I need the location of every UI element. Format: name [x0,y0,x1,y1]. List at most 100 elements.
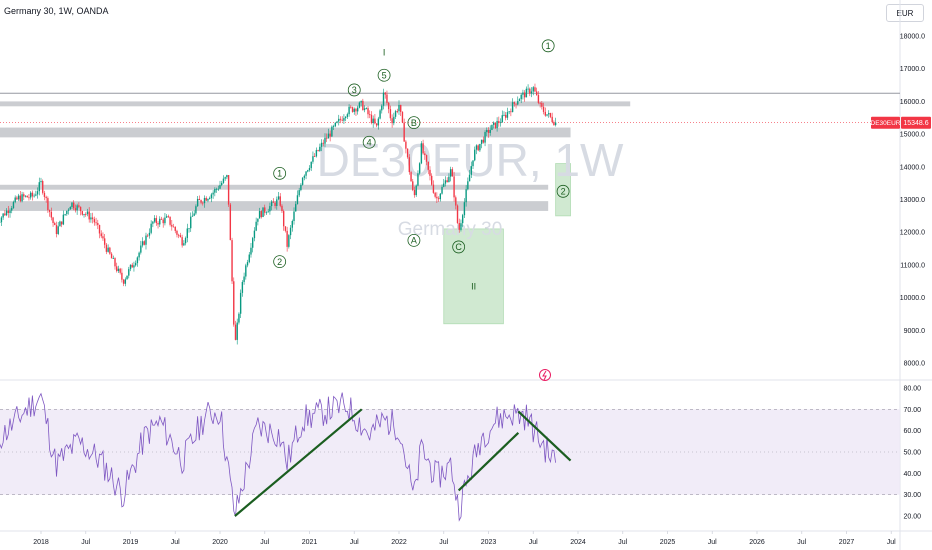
candle-body [434,192,436,197]
candle-body [78,205,80,207]
currency-selector[interactable]: EUR [886,4,924,22]
candle-body [529,88,531,94]
candle-body [26,195,28,198]
candle-body [141,241,144,246]
wave-label-circle [362,135,376,149]
candle-body [449,169,452,177]
candle-body [52,217,54,224]
candle-body [412,181,414,190]
wave-label-circle [273,166,287,180]
candle-body [327,133,330,139]
candle-body [520,94,522,100]
wave-label: II [471,281,476,291]
price-tick-label: 12000.0 [900,230,925,237]
candle-body [332,126,335,127]
candle-body [482,139,485,143]
candle-body [432,184,435,193]
candle-body [226,175,228,178]
candle-body [341,119,343,121]
candle-body [267,211,269,213]
candle-body [355,108,357,112]
candle-body [76,205,78,211]
wave-label: 4 [367,137,372,147]
candle-body [439,193,442,200]
candle-body [301,177,304,185]
candle-body [121,272,123,280]
chart-header: Germany 30, 1W, OANDA [4,6,109,16]
event-icon [539,369,551,381]
wave-label: 2 [561,187,566,197]
candle-body [193,213,195,216]
candle-body [494,122,497,129]
candle-body [322,142,324,144]
wave-label-circle [377,68,391,82]
candle-body [165,216,168,218]
candle-body [503,114,505,116]
candle-body [54,223,56,226]
candle-body [179,235,182,238]
candle-body [36,191,39,195]
candle-body [542,106,545,112]
time-tick-label: Jul [439,539,448,546]
candle-body [196,198,199,207]
sr-zone [0,127,571,138]
candle-body [295,204,297,212]
wave-label: A [411,236,417,246]
candle-body [221,182,223,186]
candle-body [400,104,402,112]
wave-label-circle [407,116,421,130]
candle-body [50,211,53,218]
candle-body [331,126,333,137]
rsi-line [0,392,556,522]
candle-body [222,178,225,183]
price-tag-symbol-bg [871,116,900,129]
candle-body [525,88,528,98]
candle-body [129,264,132,270]
candle-body [177,234,180,236]
candle-body [100,233,102,237]
candle-body [229,204,232,241]
candle-body [394,111,397,117]
candle-body [109,247,111,254]
sr-zone [0,201,549,211]
candle-body [83,214,85,215]
candle-body [522,92,524,95]
candle-body [252,238,254,248]
candle-body [369,114,371,116]
candle-body [274,202,276,206]
candle-body [417,173,419,186]
candle-body [250,247,252,255]
candle-body [208,198,211,200]
candle-body [382,92,385,106]
candle-body [126,275,128,280]
candle-body [155,218,158,224]
candle-body [124,279,127,284]
candle-body [162,219,164,224]
candle-body [441,186,443,194]
candle-body [55,225,58,235]
candle-body [446,180,448,183]
candle-body [288,235,290,247]
candle-body [157,223,159,225]
candle-body [472,160,474,167]
wave-label: 5 [382,70,387,80]
candle-body [506,112,509,118]
candle-body [429,169,431,176]
candle-body [59,221,61,227]
candle-body [9,210,11,214]
candle-body [122,279,125,284]
rsi-trendline [457,432,520,492]
candle-body [48,209,51,212]
candle-body [29,192,32,198]
candle-body [31,192,34,197]
time-tick-label: 2021 [302,539,318,546]
candle-body [313,156,316,157]
candle-body [140,245,142,253]
sr-zone [0,184,549,190]
candle-body [284,226,287,231]
candle-body [7,210,9,214]
candle-body [74,208,77,211]
candle-body [363,108,366,111]
candle-body [88,211,90,220]
candle-body [511,102,514,113]
